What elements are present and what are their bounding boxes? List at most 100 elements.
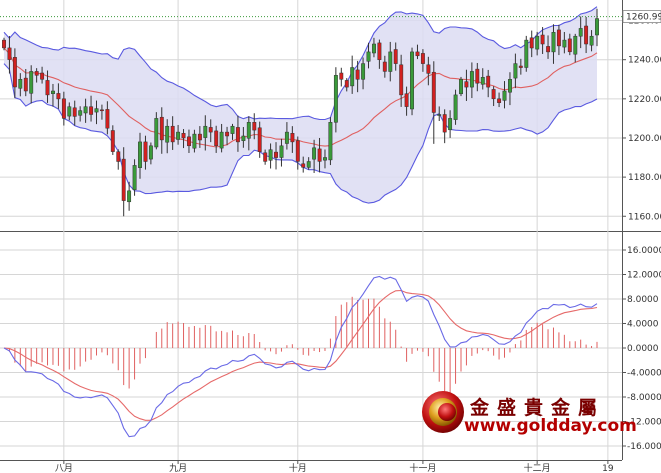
candle-body [230, 125, 235, 134]
candle-body [404, 93, 409, 107]
macd-tick-label: -16.0000 [627, 442, 661, 452]
candle-body [529, 37, 534, 49]
candle-body [556, 29, 561, 47]
candle-body [399, 64, 404, 96]
candle-body [192, 133, 197, 149]
candle-body [464, 81, 469, 88]
candle-body [235, 127, 240, 143]
candle-body [595, 18, 599, 36]
candle-body [121, 158, 126, 201]
logo-url: www.goldday.com [464, 416, 637, 436]
candle-body [2, 39, 6, 49]
candle-body [219, 131, 224, 149]
price-tick-label: 1200.00 [628, 134, 661, 144]
candle-body [410, 51, 414, 110]
time-tick-label: 十二月 [524, 462, 551, 473]
candle-body [361, 63, 366, 80]
candle-body [56, 93, 61, 100]
candle-body [350, 67, 355, 87]
candle-body [279, 145, 284, 158]
price-tick-label: 1160.00 [628, 212, 661, 222]
candle-body [105, 109, 110, 129]
time-tick-label: 八月 [55, 463, 73, 473]
candle-body [372, 43, 376, 54]
candle-body [344, 80, 349, 88]
candle-body [475, 68, 480, 84]
candle-body [225, 131, 230, 137]
candle-body [45, 80, 50, 96]
candle-body [143, 141, 148, 162]
candle-body [99, 109, 104, 112]
candle-body [328, 122, 333, 161]
candle-body [578, 28, 583, 37]
candle-body [502, 90, 507, 101]
candle-body [513, 63, 518, 79]
candle-body [524, 39, 529, 68]
candle-body [497, 98, 502, 103]
candle-body [469, 71, 474, 88]
macd-line [3, 275, 598, 438]
candle-body [67, 106, 72, 117]
candle-body [295, 140, 300, 162]
candle-body [459, 79, 463, 95]
candle-body [284, 131, 289, 144]
candle-body [83, 106, 88, 114]
last-price-label: 1260.99 [626, 13, 661, 23]
macd-tick-label: 4.0000 [627, 320, 659, 330]
candle-body [377, 42, 382, 60]
goldday-logo: 金盛貴金屬 www.goldday.com [420, 385, 637, 441]
candle-body [453, 94, 458, 120]
candle-body [7, 47, 12, 60]
bollinger-lower-line [3, 63, 598, 204]
candle-body [127, 190, 132, 203]
candle-body [491, 89, 496, 100]
candle-body [170, 125, 175, 143]
candle-body [176, 131, 181, 140]
candle-body [94, 108, 99, 113]
candle-body [573, 35, 578, 55]
macd-tick-label: 8.0000 [627, 295, 659, 305]
price-tick-label: 1220.00 [628, 95, 661, 105]
candle-body [51, 90, 55, 94]
macd-tick-label: 16.0000 [627, 246, 661, 256]
macd-tick-label: -4.0000 [627, 369, 661, 379]
last-price-box [622, 10, 661, 23]
candle-body [61, 98, 66, 119]
price-tick-label: 1180.00 [628, 173, 661, 183]
logo-name-cn: 金盛貴金屬 [470, 397, 606, 419]
candle-body [40, 72, 45, 80]
candle-body [486, 75, 491, 88]
macd-signal-line [3, 289, 598, 421]
candle-body [535, 35, 540, 50]
candle-body [246, 122, 251, 139]
candle-body [333, 75, 338, 123]
macd-tick-label: -8.0000 [627, 393, 661, 403]
candle-body [34, 71, 39, 76]
candle-body [480, 77, 485, 85]
candle-body [437, 114, 442, 116]
candle-body [257, 127, 262, 152]
candle-body [508, 79, 512, 93]
candle-body [263, 152, 268, 162]
time-tick-label: 十一月 [409, 462, 436, 473]
candle-body [442, 114, 447, 133]
candle-body [415, 51, 420, 57]
candle-body [12, 57, 17, 88]
candle-body [540, 34, 545, 45]
candle-body [584, 25, 589, 45]
candle-body [116, 151, 121, 162]
candle-body [18, 79, 23, 89]
candle-body [110, 130, 115, 152]
candle-body [148, 145, 153, 160]
candle-body [165, 125, 170, 143]
candle-body [274, 151, 278, 158]
candle-body [187, 136, 191, 147]
macd-tick-label: -12.0000 [627, 418, 661, 428]
macd-tick-label: 12.0000 [627, 271, 661, 281]
time-tick-label: 19 [602, 464, 614, 473]
candle-body [241, 135, 246, 141]
candle-body [306, 161, 311, 168]
candle-body [339, 72, 344, 80]
candle-body [388, 51, 393, 72]
candle-body [518, 65, 523, 68]
